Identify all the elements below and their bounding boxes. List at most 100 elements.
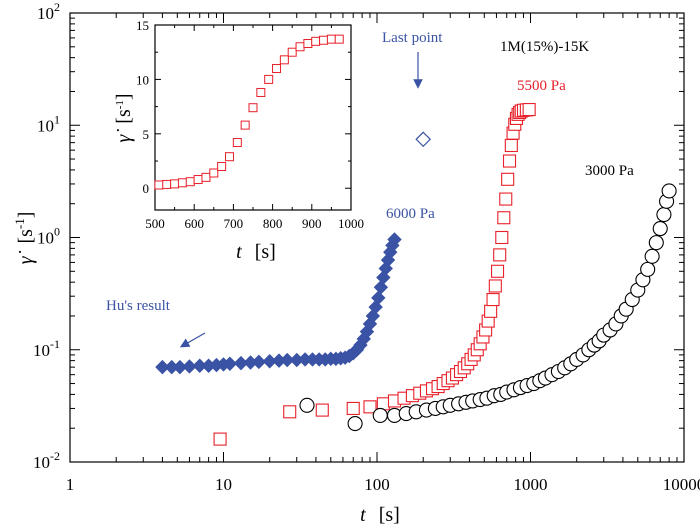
x-axis-title: t [s] (360, 504, 400, 526)
point-5500-pa-37 (504, 138, 518, 153)
inset-point-1 (162, 179, 172, 189)
inset-point-5 (193, 175, 203, 185)
y-axis-title: γ̇ [s-1] (12, 212, 37, 265)
point-5500-pa-0 (213, 432, 227, 446)
point-5500-pa-3 (346, 401, 360, 415)
point-3000-pa-42 (644, 248, 660, 264)
point-5500-pa-29 (488, 279, 502, 293)
inset-point-14 (264, 74, 274, 84)
inset-point-17 (287, 47, 297, 57)
inset-point-8 (217, 161, 227, 171)
main-plot-frame (69, 12, 685, 463)
point-5500-pa-34 (499, 192, 513, 206)
inset-x-tick-label-500: 500 (145, 216, 165, 231)
point-6000-pa-36 (378, 261, 393, 276)
point-6000-pa-8 (222, 356, 238, 371)
y-tick-label-2: 102 (37, 0, 60, 23)
point-5500-pa-46 (522, 102, 536, 117)
inset-point-7 (209, 168, 219, 178)
inset-y-tick-label-15: 15 (136, 18, 149, 33)
label-3000pa: 3000 Pa (585, 163, 634, 179)
y-tick-label-1: 101 (37, 112, 60, 135)
hus-result-arrow (179, 332, 206, 348)
point-6000-pa-33 (371, 290, 386, 306)
hus-result-label: Hu's result (106, 298, 171, 314)
inset-x-tick-label-700: 700 (224, 216, 244, 231)
series-5500pa (213, 102, 536, 446)
inset-point-0 (154, 180, 164, 190)
point-5500-pa-32 (495, 230, 509, 245)
y-tick-label-0: 100 (37, 225, 60, 248)
point-last-point-0 (415, 131, 432, 148)
point-5500-pa-31 (493, 248, 507, 262)
inset-y-axis-title: γ̇ [s-1] (113, 93, 135, 142)
y-tick-label--1: 10-1 (33, 337, 60, 360)
chart-title-label: 1M(15%)-15K (500, 39, 589, 55)
label-6000pa: 6000 Pa (386, 206, 435, 222)
inset-point-22 (326, 34, 336, 44)
x-tick-label-100: 100 (364, 475, 390, 494)
label-5500pa: 5500 Pa (517, 78, 566, 94)
inset-point-2 (170, 179, 180, 189)
inset-point-12 (248, 103, 258, 113)
x-tick-label-10: 10 (215, 475, 232, 494)
series-last-point (415, 131, 432, 148)
point-6000-pa-35 (376, 270, 391, 285)
inset-y-tick-label-0: 0 (143, 181, 150, 196)
series-6000pa (155, 232, 402, 375)
x-tick-label-1000: 1000 (514, 475, 548, 494)
inset-point-4 (185, 177, 195, 187)
inset-point-15 (272, 64, 282, 74)
inset-point-18 (295, 42, 305, 52)
point-3000-pa-44 (652, 221, 668, 237)
inset-point-23 (334, 34, 344, 44)
point-5500-pa-4 (363, 400, 377, 414)
last-point-label: Last point (382, 30, 443, 46)
inset-axes-ticks (154, 24, 352, 210)
x-tick-label-1: 1 (66, 475, 75, 494)
inset-point-10 (232, 138, 242, 148)
point-5500-pa-30 (490, 264, 505, 278)
inset-point-21 (319, 35, 329, 45)
inset-point-16 (279, 55, 289, 65)
point-6000-pa-31 (365, 308, 381, 324)
svg-text:γ̇ [s-1]: γ̇ [s-1] (12, 212, 37, 265)
inset-x-tick-label-900: 900 (302, 216, 322, 231)
point-5500-pa-33 (497, 211, 511, 225)
inset-point-6 (201, 172, 211, 182)
inset-point-11 (240, 120, 250, 130)
inset-point-9 (224, 152, 234, 162)
inset-axes-tick-labels: 500 600 700 800 900 1000 0 5 10 15 (136, 18, 364, 231)
point-6000-pa-37 (380, 252, 396, 268)
inset-point-20 (311, 36, 321, 46)
point-3000-pa-47 (661, 183, 677, 199)
inset-point-19 (303, 39, 313, 48)
point-5500-pa-27 (484, 304, 498, 318)
inset-x-tick-label-800: 800 (263, 216, 283, 231)
point-3000-pa-45 (656, 207, 672, 223)
inset-series-5500pa (154, 34, 344, 190)
point-6000-pa-14 (279, 352, 295, 368)
point-6000-pa-40 (387, 232, 402, 247)
inset-point-13 (256, 87, 266, 97)
main-axes-ticks (69, 13, 684, 463)
inset-x-tick-label-1000: 1000 (338, 216, 364, 231)
point-6000-pa-34 (373, 280, 389, 295)
inset-y-tick-label-10: 10 (136, 72, 149, 87)
inset-x-tick-label-600: 600 (184, 216, 204, 231)
point-3000-pa-43 (648, 235, 664, 251)
point-5500-pa-1 (283, 405, 297, 419)
series-3000pa (299, 183, 677, 432)
inset-x-axis-title: t [s] (236, 241, 276, 263)
point-5500-pa-28 (486, 293, 500, 307)
point-5500-pa-35 (501, 172, 515, 186)
inset-y-tick-label-5: 5 (143, 127, 150, 142)
point-3000-pa-0 (299, 397, 315, 413)
point-6000-pa-32 (368, 299, 383, 315)
point-5500-pa-36 (502, 154, 517, 168)
point-5500-pa-2 (315, 403, 329, 417)
point-3000-pa-41 (640, 261, 656, 277)
y-tick-label--2: 10-2 (33, 449, 60, 472)
point-3000-pa-2 (372, 407, 388, 423)
